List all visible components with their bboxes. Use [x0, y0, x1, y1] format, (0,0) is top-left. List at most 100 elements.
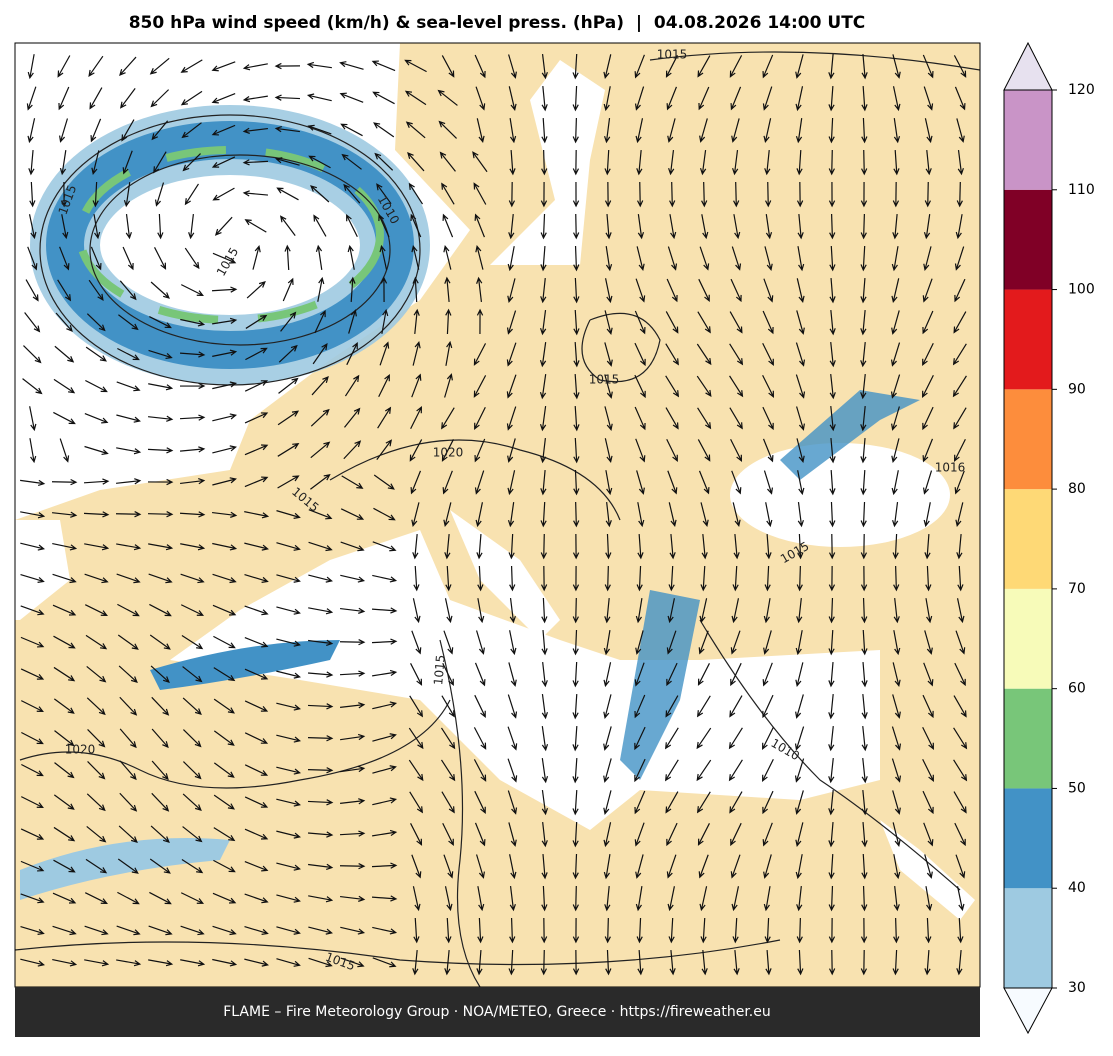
wind-arrow	[179, 511, 206, 518]
wind-arrow	[412, 598, 421, 624]
wind-arrow	[696, 343, 712, 366]
wind-arrow	[151, 760, 169, 781]
wind-arrow	[180, 604, 205, 616]
wind-arrow	[125, 214, 132, 240]
wind-arrow	[244, 926, 269, 935]
wind-arrow	[861, 149, 868, 176]
wind-arrow	[150, 89, 170, 108]
wind-band	[620, 590, 700, 780]
wind-arrow	[344, 407, 361, 428]
wind-arrow	[180, 892, 205, 904]
wind-arrow	[765, 533, 772, 560]
wind-arrow	[242, 63, 268, 71]
wind-arrow	[474, 822, 486, 847]
wind-arrow	[541, 853, 548, 880]
wind-arrow	[212, 573, 237, 584]
wind-arrow	[409, 695, 423, 718]
wind-arrow	[828, 117, 835, 144]
wind-arrow	[699, 118, 708, 143]
wind-arrow	[605, 533, 612, 560]
wind-arrow	[242, 190, 269, 197]
wind-arrow	[665, 343, 679, 366]
wind-arrow	[730, 439, 743, 462]
wind-arrow	[956, 533, 963, 560]
wind-arrow	[892, 790, 901, 815]
wind-arrow	[893, 886, 900, 912]
wind-arrow	[307, 799, 334, 806]
wind-arrow	[860, 245, 867, 272]
wind-arrow	[476, 533, 483, 560]
wind-arrow	[154, 182, 165, 207]
wind-arrow	[603, 694, 612, 719]
wind-arrow	[123, 182, 131, 208]
wind-arrow	[59, 150, 67, 176]
wind-arrow	[213, 762, 235, 778]
wind-arrow	[437, 89, 458, 106]
wind-arrow	[154, 247, 167, 270]
wind-arrow	[59, 118, 69, 143]
wind-arrow	[506, 406, 517, 431]
wind-arrow	[188, 214, 195, 240]
wind-arrow	[922, 310, 934, 335]
wind-arrow	[664, 727, 679, 750]
wind-arrow	[372, 957, 397, 968]
wind-arrow	[182, 153, 201, 172]
wind-arrow	[151, 120, 169, 141]
wind-arrow	[860, 181, 868, 208]
wind-arrow	[212, 381, 238, 390]
wind-arrow	[20, 958, 46, 967]
wind-arrow	[698, 278, 710, 303]
wind-arrow	[636, 917, 643, 944]
wind-arrow	[474, 470, 485, 495]
wind-arrow	[796, 438, 805, 463]
wind-arrow	[924, 118, 933, 144]
wind-arrow	[86, 825, 107, 843]
wind-arrow	[796, 310, 805, 335]
wind-arrow	[148, 925, 173, 936]
wind-arrow	[731, 118, 740, 143]
wind-arrow	[604, 565, 611, 592]
wind-arrow	[373, 122, 395, 138]
wind-arrow	[444, 276, 451, 303]
wind-arrow	[891, 438, 900, 463]
wind-arrow	[509, 854, 517, 880]
wind-arrow	[59, 246, 70, 271]
wind-arrow	[604, 118, 611, 144]
wind-arrow	[762, 726, 774, 750]
wind-arrow	[924, 630, 933, 655]
wind-arrow	[212, 542, 238, 551]
wind-arrow	[343, 440, 362, 460]
wind-arrow	[372, 765, 397, 774]
wind-arrow	[343, 183, 361, 204]
wind-arrow	[411, 630, 422, 655]
wind-arrow	[181, 858, 204, 874]
wind-arrow	[308, 895, 334, 903]
wind-arrow	[764, 917, 771, 944]
wind-arrow	[212, 925, 237, 936]
wind-arrow	[573, 341, 580, 368]
wind-arrow	[118, 825, 138, 843]
wind-arrow	[212, 477, 237, 486]
wind-arrow	[763, 630, 772, 655]
wind-arrow	[572, 885, 579, 912]
wind-arrow	[540, 310, 547, 336]
wind-arrow	[829, 501, 836, 528]
wind-arrow	[151, 728, 169, 749]
wind-arrow	[476, 308, 484, 335]
wind-arrow	[180, 90, 203, 106]
wind-arrow	[572, 789, 579, 816]
wind-arrow	[308, 541, 333, 552]
wind-arrow	[795, 118, 803, 144]
colorbar-tick-label: 50	[1068, 780, 1086, 796]
wind-arrow	[182, 793, 202, 812]
wind-arrow	[925, 565, 932, 592]
wind-arrow	[507, 438, 516, 463]
wind-arrow	[508, 662, 517, 687]
wind-arrow	[147, 511, 174, 518]
colorbar-tick-label: 90	[1068, 381, 1086, 397]
wind-arrow	[861, 885, 868, 912]
wind-arrow	[637, 533, 644, 560]
wind-arrow	[53, 666, 76, 682]
wind-arrow	[307, 735, 334, 742]
wind-arrow	[20, 796, 44, 808]
